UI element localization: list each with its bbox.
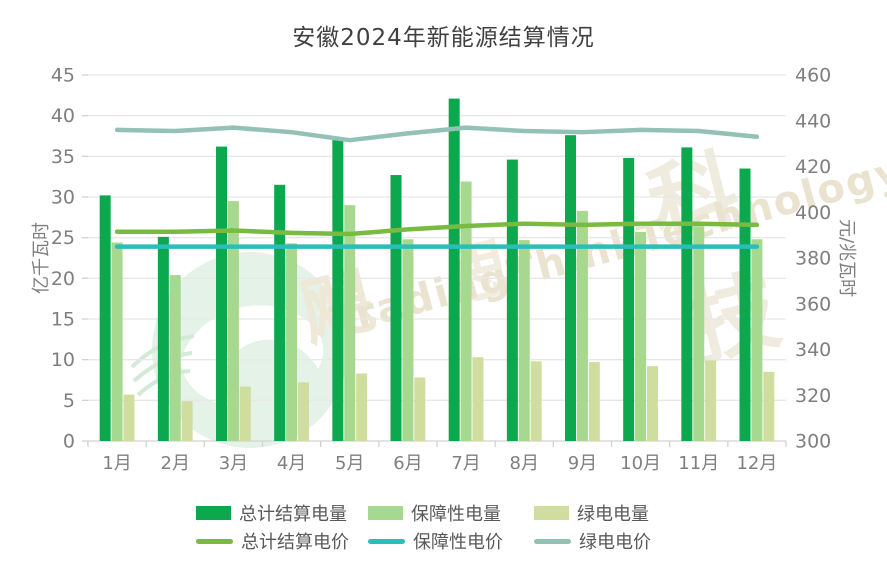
bar-series-1 — [111, 181, 763, 441]
svg-text:360: 360 — [795, 293, 831, 315]
legend-item-guaranteed-price: 保障性电价 — [368, 528, 534, 554]
svg-text:400: 400 — [795, 202, 831, 224]
svg-text:2月: 2月 — [161, 453, 190, 474]
svg-text:10: 10 — [51, 349, 75, 371]
legend-label: 总计结算电量 — [239, 504, 347, 525]
svg-text:40: 40 — [51, 105, 75, 127]
legend-label: 总计结算电价 — [241, 532, 349, 553]
svg-text:35: 35 — [51, 146, 75, 168]
chart-title: 安徽2024年新能源结算情况 — [292, 25, 595, 51]
svg-text:10月: 10月 — [620, 453, 661, 474]
svg-text:440: 440 — [795, 110, 831, 132]
legend-item-total-price: 总计结算电价 — [196, 528, 368, 554]
svg-text:420: 420 — [795, 156, 831, 178]
legend-item-guaranteed-volume: 保障性电量 — [368, 500, 534, 526]
svg-text:12月: 12月 — [736, 453, 777, 474]
svg-text:3月: 3月 — [219, 453, 248, 474]
legend-swatch-line — [534, 538, 571, 544]
svg-text:380: 380 — [795, 248, 831, 270]
legend-item-total-volume: 总计结算电量 — [196, 500, 368, 526]
x-axis-labels: 1月 2月 3月 4月 5月 6月 7月 8月 9月 10月 11月 12月 — [102, 453, 777, 474]
svg-text:0: 0 — [63, 431, 75, 453]
svg-text:30: 30 — [51, 187, 75, 209]
svg-text:300: 300 — [795, 431, 831, 453]
svg-text:8月: 8月 — [510, 453, 539, 474]
legend-label: 保障性电价 — [413, 532, 503, 553]
legend-swatch-line — [196, 538, 233, 544]
chart-legend: 总计结算电量 保障性电量 绿电电量 总计结算电价 保障性电价 绿电电价 — [196, 499, 684, 555]
legend-swatch-bar — [534, 506, 569, 520]
svg-text:6月: 6月 — [393, 453, 422, 474]
svg-text:460: 460 — [795, 65, 831, 87]
line-series-0 — [114, 221, 760, 237]
svg-text:25: 25 — [51, 227, 75, 249]
svg-text:4月: 4月 — [277, 453, 306, 474]
legend-swatch-bar — [368, 506, 403, 520]
svg-text:15: 15 — [51, 309, 75, 331]
svg-text:340: 340 — [795, 339, 831, 361]
legend-swatch-bar — [196, 506, 231, 520]
gridlines — [88, 74, 786, 401]
svg-text:5月: 5月 — [335, 453, 364, 474]
legend-item-green-price: 绿电电价 — [534, 528, 684, 554]
legend-label: 绿电电量 — [577, 504, 649, 525]
axis-tick-labels: 45 40 35 30 25 20 15 10 5 0 460 440 420 400 380 360 340 3… — [51, 65, 831, 453]
svg-text:7月: 7月 — [451, 453, 480, 474]
svg-text:9月: 9月 — [568, 453, 597, 474]
svg-text:1月: 1月 — [102, 453, 131, 474]
legend-label: 绿电电价 — [579, 532, 651, 553]
svg-text:5: 5 — [63, 390, 75, 412]
svg-text:11月: 11月 — [678, 453, 719, 474]
line-series-2 — [114, 125, 760, 143]
legend-item-green-volume: 绿电电量 — [534, 500, 684, 526]
legend-label: 保障性电量 — [411, 504, 501, 525]
legend-swatch-line — [368, 538, 405, 544]
svg-text:45: 45 — [51, 65, 75, 87]
svg-text:320: 320 — [795, 385, 831, 407]
svg-text:20: 20 — [51, 268, 75, 290]
